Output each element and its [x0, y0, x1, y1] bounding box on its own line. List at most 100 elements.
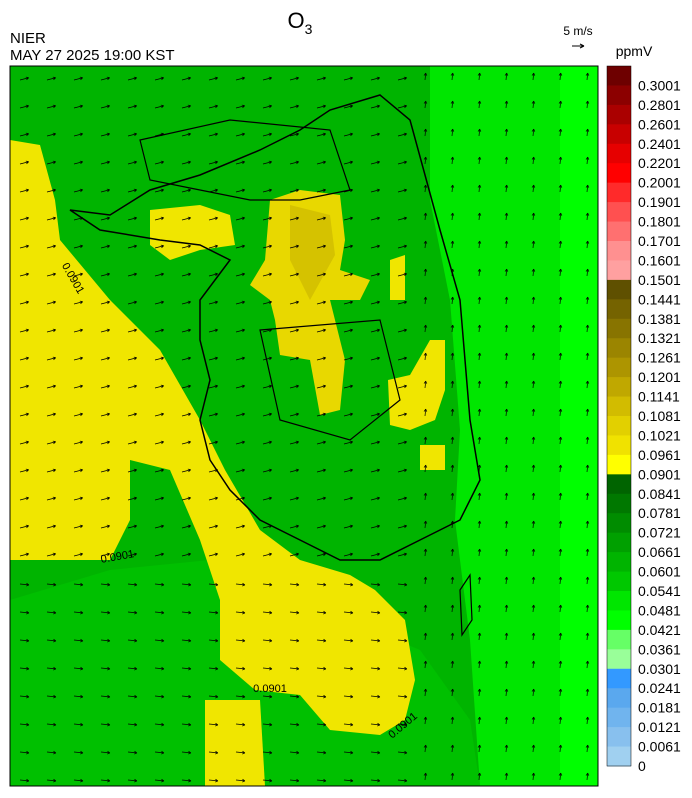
- colorbar-segment: [607, 435, 631, 456]
- wind-arrow: [370, 468, 380, 473]
- wind-arrow: [397, 384, 407, 389]
- colorbar-segment: [607, 182, 631, 203]
- wind-arrow: [73, 694, 84, 699]
- wind-arrow: [477, 688, 482, 697]
- wind-arrow: [73, 496, 83, 501]
- wind-arrow: [397, 272, 407, 277]
- wind-arrow: [235, 412, 245, 417]
- colorbar-label: 0.0901: [638, 466, 681, 482]
- wind-arrow: [100, 582, 111, 587]
- wind-arrow: [531, 296, 536, 305]
- wind-arrow: [46, 468, 56, 473]
- wind-arrow: [316, 666, 327, 671]
- wind-arrow: [397, 76, 407, 81]
- wind-arrow: [235, 582, 246, 587]
- wind-arrow: [154, 216, 164, 221]
- wind-arrow: [46, 384, 56, 389]
- high-ozone-5: [420, 445, 445, 470]
- wind-arrow: [127, 328, 137, 333]
- wind-arrow: [127, 132, 137, 137]
- wind-arrow: [181, 160, 191, 165]
- wind-arrow: [477, 240, 482, 249]
- wind-arrow: [450, 548, 455, 557]
- wind-arrow: [504, 772, 509, 781]
- wind-arrow: [450, 464, 455, 473]
- wind-arrow: [585, 324, 590, 333]
- wind-arrow: [181, 440, 191, 445]
- wind-arrow: [558, 772, 563, 781]
- wind-arrow: [423, 380, 428, 389]
- wind-arrow: [531, 380, 536, 389]
- wind-arrow: [19, 638, 30, 643]
- wind-arrow: [343, 356, 353, 361]
- wind-arrow: [477, 72, 482, 81]
- wind-arrow: [423, 604, 428, 613]
- wind-arrow: [154, 132, 164, 137]
- wind-arrow: [423, 548, 428, 557]
- wind-arrow: [558, 464, 563, 473]
- wind-arrow: [316, 188, 326, 193]
- wind-arrow: [235, 188, 245, 193]
- wind-arrow: [154, 104, 164, 109]
- wind-arrow: [289, 440, 299, 445]
- wind-arrow: [181, 750, 192, 755]
- map-frame: [9, 65, 599, 787]
- wind-arrow: [343, 666, 354, 671]
- colorbar-segment: [607, 377, 631, 398]
- wind-arrow: [558, 632, 563, 641]
- wind-arrow: [558, 492, 563, 501]
- wind-arrow: [235, 750, 246, 755]
- wind-arrow: [316, 524, 326, 529]
- colorbar-segment: [607, 143, 631, 164]
- wind-arrow: [235, 300, 245, 305]
- colorbar-label: 0.1081: [638, 408, 681, 424]
- wind-arrow: [46, 160, 56, 165]
- wind-arrow: [477, 100, 482, 109]
- wind-arrow: [316, 384, 326, 389]
- wind-arrow: [397, 524, 407, 529]
- wind-arrow: [343, 384, 353, 389]
- wind-arrow: [181, 356, 191, 361]
- wind-arrow: [73, 300, 83, 305]
- wind-arrow: [450, 352, 455, 361]
- wind-arrow: [46, 694, 57, 699]
- wind-arrow: [208, 694, 219, 699]
- wind-arrow: [477, 212, 482, 221]
- wind-arrow: [127, 104, 137, 109]
- contour-label: 0.0901: [100, 548, 135, 566]
- wind-arrow: [154, 244, 164, 249]
- wind-arrow: [531, 548, 536, 557]
- wind-arrow: [397, 496, 407, 501]
- wind-arrow: [423, 576, 428, 585]
- wind-arrow: [477, 464, 482, 473]
- wind-arrow: [46, 666, 57, 671]
- wind-arrow: [289, 638, 300, 643]
- wind-arrow: [343, 552, 353, 557]
- wind-arrow: [531, 772, 536, 781]
- wind-arrow: [316, 638, 327, 643]
- wind-arrow: [235, 610, 246, 615]
- wind-arrow: [585, 408, 590, 417]
- wind-arrow: [73, 610, 84, 615]
- colorbar-label: 0.0961: [638, 447, 681, 463]
- wind-arrow: [397, 638, 408, 643]
- wind-arrow: [154, 496, 164, 501]
- wind-arrow: [181, 76, 191, 81]
- wind-arrow: [316, 582, 327, 587]
- colorbar-segment: [607, 532, 631, 553]
- wind-arrow: [531, 660, 536, 669]
- wind-arrow: [289, 778, 300, 783]
- wind-arrow: [477, 520, 482, 529]
- wind-arrow: [127, 272, 137, 277]
- wind-arrow: [289, 722, 300, 727]
- wind-arrow: [19, 272, 29, 277]
- wind-arrow: [46, 722, 57, 727]
- wind-arrow: [181, 524, 191, 529]
- wind-arrow: [531, 240, 536, 249]
- wind-arrow: [19, 132, 29, 137]
- wind-arrow: [477, 352, 482, 361]
- wind-arrow: [585, 548, 590, 557]
- wind-arrow: [585, 72, 590, 81]
- wind-arrow: [585, 632, 590, 641]
- wind-arrow: [127, 694, 138, 699]
